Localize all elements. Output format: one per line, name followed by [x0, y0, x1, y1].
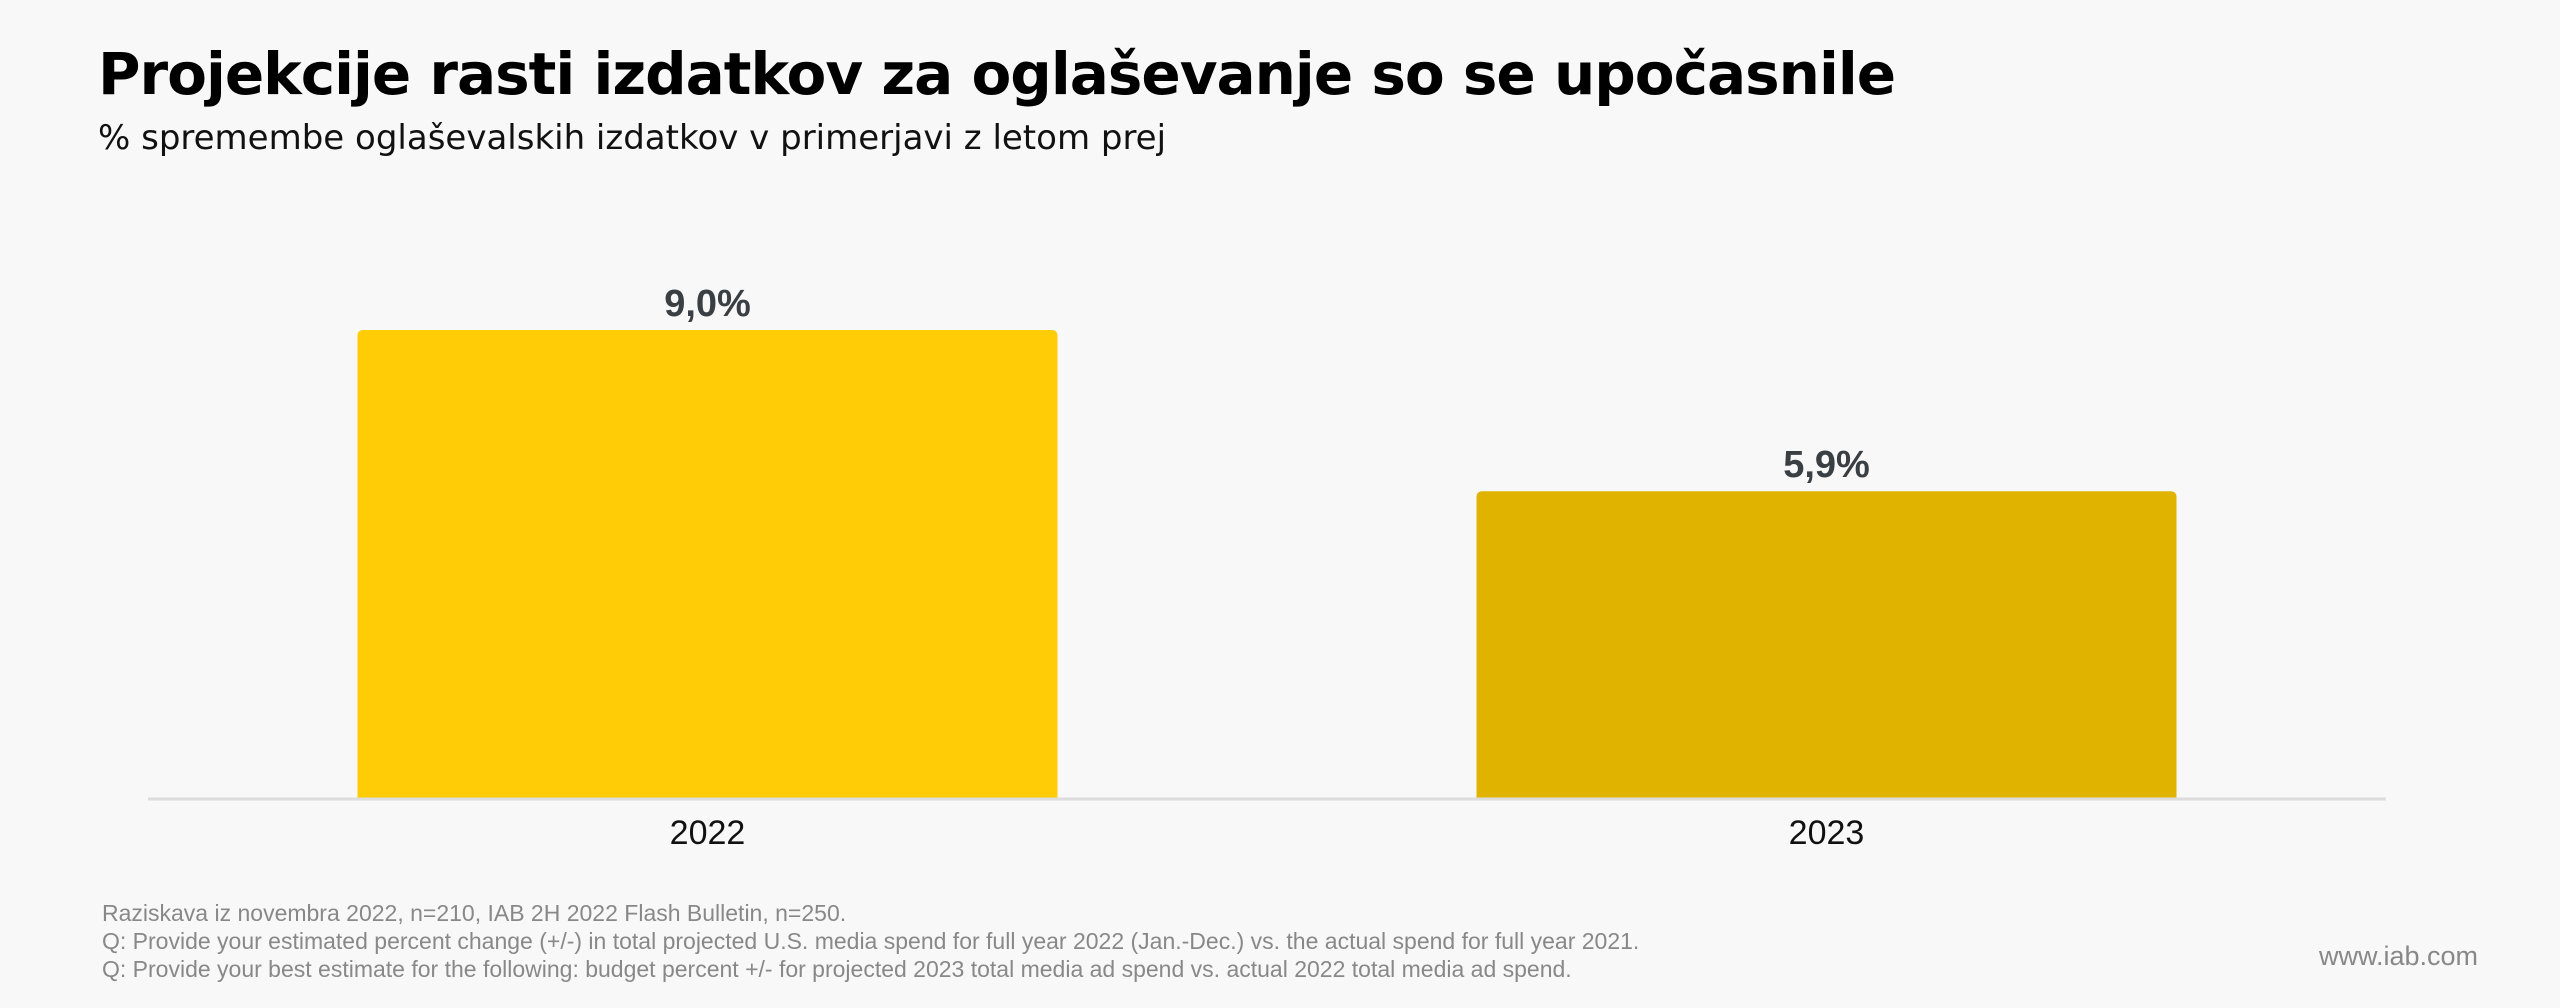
x-tick-label-2023: 2023 [1789, 814, 1865, 852]
data-label-2022: 9,0% [664, 283, 751, 325]
footnotes: Raziskava iz novembra 2022, n=210, IAB 2… [102, 899, 1639, 983]
labels-group: 9,0% 2022 5,9% 2023 [664, 283, 1870, 852]
data-label-2023: 5,9% [1783, 444, 1870, 486]
chart-title: Projekcije rasti izdatkov za oglaševanje… [98, 40, 1896, 108]
bar-2023 [1476, 491, 2177, 798]
footnote-line: Q: Provide your estimated percent change… [102, 928, 1640, 954]
bar-2022 [357, 330, 1058, 798]
x-tick-label-2022: 2022 [670, 814, 746, 852]
bars-group [357, 330, 2177, 798]
footnote-line: Raziskava iz novembra 2022, n=210, IAB 2… [102, 900, 847, 926]
chart-subtitle: % spremembe oglaševalskih izdatkov v pri… [98, 118, 1167, 158]
footnote-line: Q: Provide your best estimate for the fo… [102, 956, 1572, 982]
website-link[interactable]: www.iab.com [2318, 941, 2478, 971]
